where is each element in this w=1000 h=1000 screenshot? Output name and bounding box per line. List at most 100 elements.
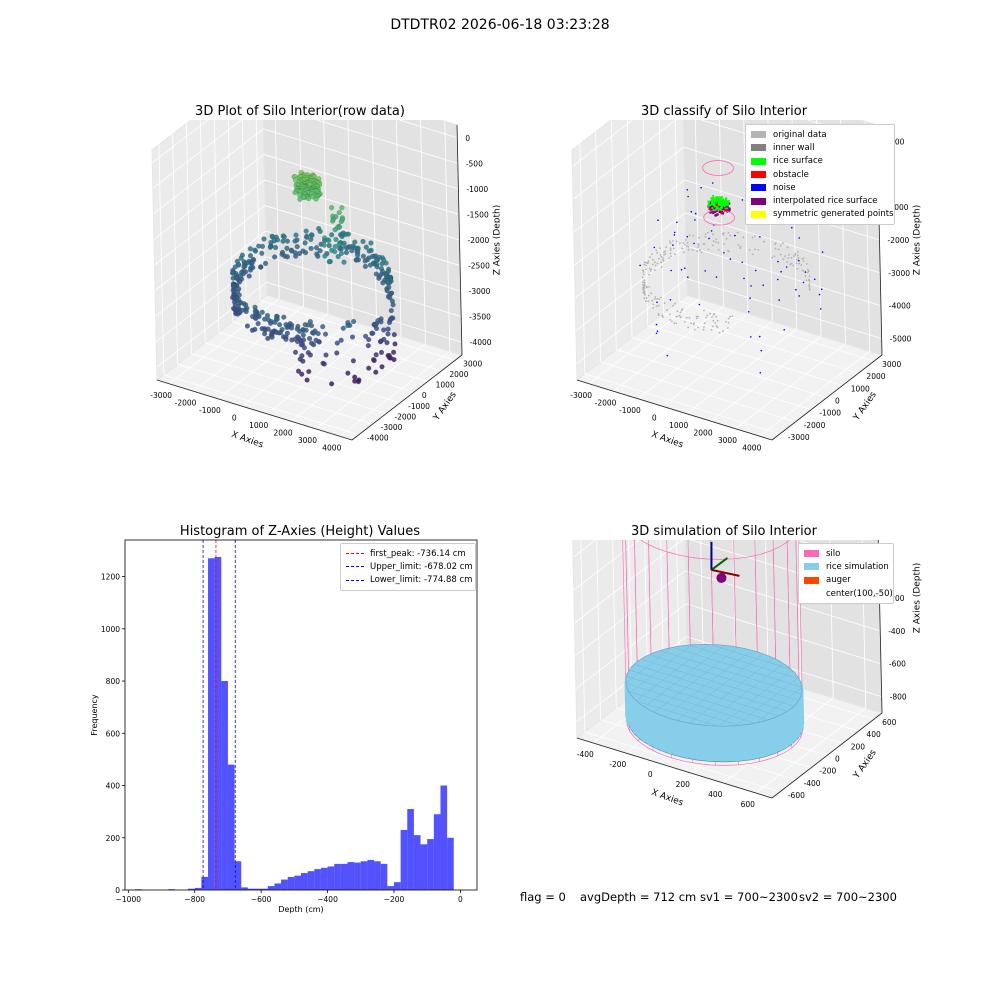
noise-point bbox=[750, 336, 752, 338]
rice-side bbox=[702, 724, 710, 761]
legend-item-symmetric-generated-points: symmetric generated points bbox=[751, 208, 894, 221]
original-data-point bbox=[693, 328, 696, 331]
data-point bbox=[272, 319, 278, 325]
histogram-bar bbox=[447, 837, 454, 890]
data-point bbox=[373, 369, 379, 375]
data-point bbox=[284, 245, 290, 251]
panel1-3d-scatter: -3000-2000-100001000200030004000-4000-30… bbox=[150, 120, 500, 452]
original-data-point bbox=[736, 231, 739, 234]
histogram-bar bbox=[227, 764, 235, 890]
rice-side bbox=[769, 717, 777, 754]
data-point bbox=[262, 331, 268, 337]
rice-mesh bbox=[664, 649, 752, 718]
data-point bbox=[379, 349, 385, 355]
gridline bbox=[152, 120, 209, 164]
rice-surface-point bbox=[721, 199, 724, 202]
original-data-point bbox=[679, 311, 682, 314]
rice-mesh bbox=[653, 647, 739, 713]
data-point bbox=[323, 352, 329, 358]
z-tick-label: -2000 bbox=[888, 236, 910, 245]
x-tick-label: -200 bbox=[609, 760, 626, 769]
original-data-point bbox=[707, 231, 709, 234]
legend-item-lower-limit: Lower_limit: -774.88 cm bbox=[346, 574, 472, 587]
axis-line bbox=[156, 379, 353, 441]
original-data-point bbox=[684, 239, 687, 241]
noise-point bbox=[819, 308, 822, 310]
original-data-point bbox=[647, 300, 650, 302]
data-point bbox=[284, 238, 290, 244]
noise-point bbox=[715, 276, 718, 278]
data-point bbox=[349, 248, 355, 254]
original-data-point bbox=[742, 236, 745, 239]
rice-mesh bbox=[735, 677, 799, 726]
original-data-point bbox=[688, 316, 691, 319]
original-data-point bbox=[652, 307, 655, 309]
noise-point bbox=[759, 236, 761, 238]
y-tick-label: -1000 bbox=[819, 409, 841, 418]
legend-swatch bbox=[751, 157, 766, 165]
gridline bbox=[572, 540, 597, 558]
histogram-bar bbox=[327, 866, 335, 890]
original-data-point bbox=[649, 270, 652, 272]
data-point bbox=[276, 330, 282, 336]
data-point bbox=[253, 248, 259, 254]
noise-point bbox=[653, 246, 656, 249]
data-point bbox=[311, 330, 317, 336]
original-data-point bbox=[706, 314, 708, 317]
rice-surface-point bbox=[713, 198, 716, 201]
original-data-point bbox=[774, 247, 777, 250]
data-point bbox=[293, 232, 299, 238]
data-point bbox=[352, 239, 358, 245]
original-data-point bbox=[751, 253, 754, 256]
data-point bbox=[334, 340, 340, 346]
histogram-bar bbox=[354, 862, 361, 890]
original-data-point bbox=[655, 305, 658, 308]
legend-label: center(100,-50) bbox=[826, 588, 893, 599]
original-data-point bbox=[796, 258, 798, 261]
original-data-point bbox=[800, 264, 803, 266]
y-tick-label: 0 bbox=[835, 397, 840, 406]
original-data-point bbox=[692, 323, 695, 326]
original-data-point bbox=[717, 241, 720, 244]
y-tick-label: 0 bbox=[835, 755, 840, 764]
noise-point bbox=[680, 268, 683, 271]
data-point bbox=[306, 196, 312, 202]
original-data-point bbox=[693, 322, 695, 324]
data-point bbox=[235, 311, 241, 317]
data-point bbox=[237, 279, 243, 285]
original-data-point bbox=[714, 322, 717, 324]
original-data-point bbox=[663, 251, 665, 254]
gridline bbox=[266, 281, 462, 343]
gridline bbox=[177, 363, 373, 425]
original-data-point bbox=[662, 316, 664, 318]
panel3-title: Histogram of Z-Axies (Height) Values bbox=[179, 524, 421, 539]
data-point bbox=[384, 288, 390, 294]
histogram-bar bbox=[247, 888, 255, 890]
original-data-point bbox=[796, 268, 799, 270]
original-data-point bbox=[669, 249, 672, 252]
gridline bbox=[685, 245, 882, 307]
original-data-point bbox=[727, 232, 730, 234]
original-data-point bbox=[662, 257, 664, 259]
original-data-point bbox=[646, 262, 649, 265]
original-data-point bbox=[674, 253, 676, 256]
data-point bbox=[329, 205, 335, 211]
noise-point bbox=[676, 221, 678, 224]
original-data-point bbox=[703, 309, 705, 312]
original-data-point bbox=[712, 240, 715, 242]
rice-surface bbox=[625, 643, 803, 727]
y-axis-label: Y Axies bbox=[431, 390, 459, 423]
rice-surface-point bbox=[727, 201, 730, 204]
original-data-point bbox=[754, 235, 756, 237]
original-data-point bbox=[700, 251, 703, 254]
original-data-point bbox=[792, 264, 795, 267]
data-point bbox=[362, 263, 368, 269]
x-axis-label: Depth (cm) bbox=[278, 905, 323, 914]
rice-side bbox=[781, 711, 789, 748]
original-data-point bbox=[692, 234, 695, 237]
rice-mesh bbox=[635, 644, 710, 701]
original-data-point bbox=[644, 294, 646, 296]
original-data-point bbox=[675, 322, 678, 324]
original-data-point bbox=[718, 331, 721, 334]
original-data-point bbox=[687, 248, 690, 251]
